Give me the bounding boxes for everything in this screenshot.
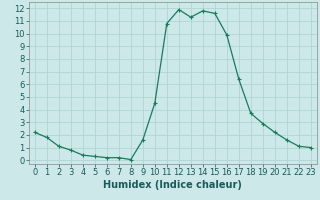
X-axis label: Humidex (Indice chaleur): Humidex (Indice chaleur)	[103, 180, 242, 190]
